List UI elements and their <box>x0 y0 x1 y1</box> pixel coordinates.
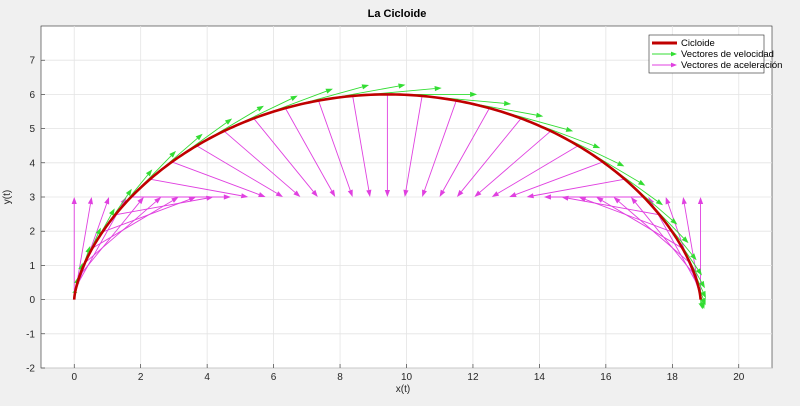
acceleration-arrow <box>474 130 552 197</box>
x-tick-label: 10 <box>401 372 413 383</box>
y-tick-label: 7 <box>29 56 35 67</box>
x-tick-label: 18 <box>667 372 679 383</box>
acceleration-arrow <box>596 197 683 249</box>
x-tick-label: 16 <box>600 372 612 383</box>
y-tick-label: -1 <box>26 329 35 340</box>
acceleration-arrow <box>456 118 522 197</box>
acceleration-arrow <box>253 118 318 197</box>
y-tick-label: 2 <box>29 227 35 238</box>
legend-label-velocidad: Vectores de velocidad <box>681 49 774 60</box>
acceleration-arrow <box>403 95 423 197</box>
acceleration-arrow <box>84 197 162 264</box>
legend-label-cicloide: Cicloide <box>681 38 715 49</box>
cycloid-curve <box>72 93 702 300</box>
x-tick-label: 20 <box>733 372 745 383</box>
acceleration-arrow <box>613 197 691 264</box>
x-tick-label: 8 <box>337 372 343 383</box>
legend-swatch-velocidad <box>652 51 677 57</box>
x-tick-label: 2 <box>138 372 144 383</box>
acceleration-arrow <box>352 95 372 197</box>
x-tick-label: 14 <box>534 372 546 383</box>
acceleration-arrow <box>149 178 249 199</box>
acceleration-arrow <box>223 130 301 197</box>
acceleration-arrow <box>491 145 579 197</box>
acceleration-arrow <box>509 161 604 197</box>
y-tick-label: 1 <box>29 261 35 272</box>
y-tick-label: 0 <box>29 295 35 306</box>
acceleration-arrow <box>196 145 284 197</box>
acceleration-arrow <box>526 178 625 199</box>
y-tick-label: 6 <box>29 90 35 101</box>
chart-title: La Cicloide <box>368 8 427 20</box>
acceleration-arrow <box>102 197 197 233</box>
x-tick-label: 4 <box>204 372 210 383</box>
acceleration-arrow <box>384 94 390 197</box>
acceleration-vectors <box>71 94 704 300</box>
acceleration-arrow <box>131 194 231 200</box>
acceleration-arrow <box>422 100 457 197</box>
y-tick-label: 3 <box>29 193 35 204</box>
acceleration-arrow <box>92 197 179 249</box>
grid-lines <box>41 26 772 369</box>
acceleration-arrow <box>439 107 490 197</box>
acceleration-arrow <box>578 197 673 233</box>
x-axis-label: x(t) <box>396 384 410 395</box>
acceleration-arrow <box>171 161 266 197</box>
cycloid-curve-group <box>72 93 702 300</box>
y-tick-label: -2 <box>26 364 35 375</box>
x-tick-label: 12 <box>467 372 479 383</box>
y-tick-label: 4 <box>29 158 35 169</box>
x-tick-label: 0 <box>71 372 77 383</box>
y-tick-label: 5 <box>29 124 35 135</box>
acceleration-arrow <box>79 197 144 276</box>
x-tick-label: 6 <box>271 372 277 383</box>
legend: Cicloide Vectores de velocidad Vectores … <box>648 34 782 74</box>
legend-swatch-aceleracion <box>652 62 677 68</box>
acceleration-arrow <box>284 107 336 197</box>
legend-label-aceleracion: Vectores de aceleración <box>681 60 782 71</box>
y-axis-label: y(t) <box>2 190 13 204</box>
acceleration-arrow <box>318 100 353 197</box>
velocity-vectors <box>72 83 706 310</box>
acceleration-arrow <box>71 197 77 300</box>
